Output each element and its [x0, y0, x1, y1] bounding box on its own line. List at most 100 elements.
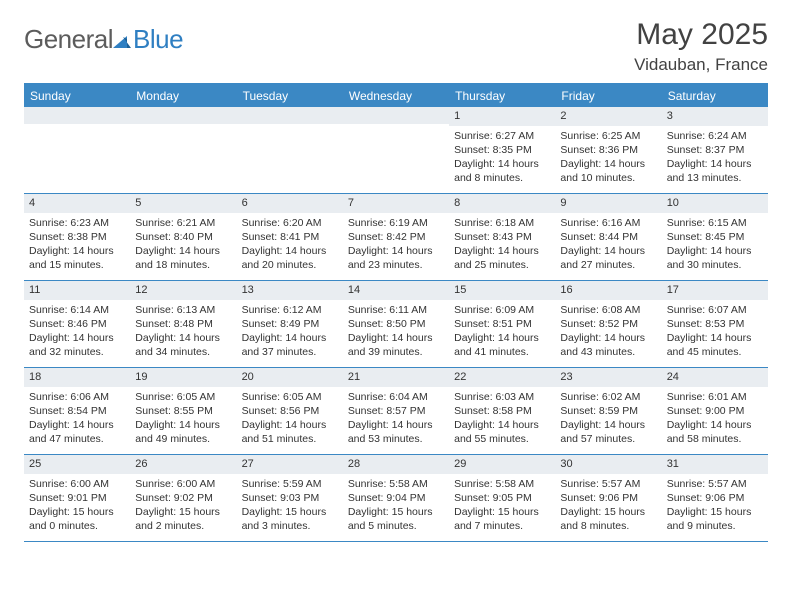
daylight-text: Daylight: 14 hours and 43 minutes. — [560, 331, 656, 359]
sunrise-text: Sunrise: 6:05 AM — [135, 390, 231, 404]
day-cell: 22Sunrise: 6:03 AMSunset: 8:58 PMDayligh… — [449, 368, 555, 454]
day-number: 10 — [662, 194, 768, 213]
day-cell: 10 Sunrise: 6:15 AMSunset: 8:45 PMDayligh… — [662, 194, 768, 280]
sunset-text: Sunset: 8:49 PM — [242, 317, 338, 331]
day-info: Sunrise: 6:01 AMSunset: 9:00 PMDaylight:… — [666, 390, 764, 447]
day-number: 25 — [24, 455, 130, 474]
day-header: Tuesday — [237, 85, 343, 107]
day-info: Sunrise: 6:03 AMSunset: 8:58 PMDaylight:… — [453, 390, 551, 447]
sunrise-text: Sunrise: 6:25 AM — [560, 129, 656, 143]
day-info: Sunrise: 5:57 AMSunset: 9:06 PMDaylight:… — [666, 477, 764, 534]
day-cell: 18Sunrise: 6:06 AMSunset: 8:54 PMDayligh… — [24, 368, 130, 454]
day-number — [343, 107, 449, 124]
sunrise-text: Sunrise: 6:05 AM — [242, 390, 338, 404]
day-cell — [130, 107, 236, 193]
daylight-text: Daylight: 15 hours and 3 minutes. — [242, 505, 338, 533]
day-info: Sunrise: 6:12 AMSunset: 8:49 PMDaylight:… — [241, 303, 339, 360]
day-cell: 15Sunrise: 6:09 AMSunset: 8:51 PMDayligh… — [449, 281, 555, 367]
day-number: 14 — [343, 281, 449, 300]
day-number: 8 — [449, 194, 555, 213]
day-info: Sunrise: 6:21 AMSunset: 8:40 PMDaylight:… — [134, 216, 232, 273]
sunrise-text: Sunrise: 6:20 AM — [242, 216, 338, 230]
sunrise-text: Sunrise: 6:19 AM — [348, 216, 444, 230]
day-cell — [343, 107, 449, 193]
title-block: May 2025 Vidauban, France — [634, 18, 768, 75]
sunrise-text: Sunrise: 6:16 AM — [560, 216, 656, 230]
day-cell: 5Sunrise: 6:21 AMSunset: 8:40 PMDaylight… — [130, 194, 236, 280]
sunrise-text: Sunrise: 6:27 AM — [454, 129, 550, 143]
sunrise-text: Sunrise: 5:57 AM — [667, 477, 763, 491]
sunrise-text: Sunrise: 6:12 AM — [242, 303, 338, 317]
sunset-text: Sunset: 8:46 PM — [29, 317, 125, 331]
day-number: 18 — [24, 368, 130, 387]
day-info: Sunrise: 6:16 AMSunset: 8:44 PMDaylight:… — [559, 216, 657, 273]
daylight-text: Daylight: 15 hours and 8 minutes. — [560, 505, 656, 533]
day-cell: 6Sunrise: 6:20 AMSunset: 8:41 PMDaylight… — [237, 194, 343, 280]
day-number: 15 — [449, 281, 555, 300]
day-number — [130, 107, 236, 124]
week-row: 11Sunrise: 6:14 AMSunset: 8:46 PMDayligh… — [24, 281, 768, 368]
daylight-text: Daylight: 14 hours and 18 minutes. — [135, 244, 231, 272]
daylight-text: Daylight: 14 hours and 15 minutes. — [29, 244, 125, 272]
day-header: Saturday — [662, 85, 768, 107]
daylight-text: Daylight: 14 hours and 41 minutes. — [454, 331, 550, 359]
day-number: 17 — [662, 281, 768, 300]
day-header: Wednesday — [343, 85, 449, 107]
day-info: Sunrise: 6:15 AMSunset: 8:45 PMDaylight:… — [666, 216, 764, 273]
logo-text-blue: Blue — [133, 24, 183, 55]
sunrise-text: Sunrise: 6:24 AM — [667, 129, 763, 143]
week-row: 18Sunrise: 6:06 AMSunset: 8:54 PMDayligh… — [24, 368, 768, 455]
daylight-text: Daylight: 14 hours and 20 minutes. — [242, 244, 338, 272]
daylight-text: Daylight: 14 hours and 13 minutes. — [667, 157, 763, 185]
day-info: Sunrise: 6:24 AMSunset: 8:37 PMDaylight:… — [666, 129, 764, 186]
sunrise-text: Sunrise: 5:58 AM — [348, 477, 444, 491]
daylight-text: Daylight: 14 hours and 57 minutes. — [560, 418, 656, 446]
logo-triangle-icon — [113, 34, 131, 48]
calendar-grid: Sunday Monday Tuesday Wednesday Thursday… — [24, 83, 768, 542]
day-info: Sunrise: 6:27 AMSunset: 8:35 PMDaylight:… — [453, 129, 551, 186]
daylight-text: Daylight: 14 hours and 23 minutes. — [348, 244, 444, 272]
day-number — [237, 107, 343, 124]
day-number: 2 — [555, 107, 661, 126]
daylight-text: Daylight: 14 hours and 34 minutes. — [135, 331, 231, 359]
month-title: May 2025 — [634, 18, 768, 51]
day-cell — [237, 107, 343, 193]
day-info: Sunrise: 6:05 AMSunset: 8:56 PMDaylight:… — [241, 390, 339, 447]
day-cell: 14Sunrise: 6:11 AMSunset: 8:50 PMDayligh… — [343, 281, 449, 367]
daylight-text: Daylight: 15 hours and 9 minutes. — [667, 505, 763, 533]
sunrise-text: Sunrise: 6:18 AM — [454, 216, 550, 230]
day-info: Sunrise: 6:25 AMSunset: 8:36 PMDaylight:… — [559, 129, 657, 186]
daylight-text: Daylight: 14 hours and 45 minutes. — [667, 331, 763, 359]
sunset-text: Sunset: 9:05 PM — [454, 491, 550, 505]
sunset-text: Sunset: 8:55 PM — [135, 404, 231, 418]
day-header: Thursday — [449, 85, 555, 107]
day-info: Sunrise: 5:58 AMSunset: 9:04 PMDaylight:… — [347, 477, 445, 534]
day-info: Sunrise: 5:58 AMSunset: 9:05 PMDaylight:… — [453, 477, 551, 534]
sunset-text: Sunset: 8:53 PM — [667, 317, 763, 331]
sunrise-text: Sunrise: 6:00 AM — [29, 477, 125, 491]
sunset-text: Sunset: 9:02 PM — [135, 491, 231, 505]
day-cell: 29Sunrise: 5:58 AMSunset: 9:05 PMDayligh… — [449, 455, 555, 541]
day-number: 6 — [237, 194, 343, 213]
day-cell: 17 Sunrise: 6:07 AMSunset: 8:53 PMDayligh… — [662, 281, 768, 367]
day-cell: 21Sunrise: 6:04 AMSunset: 8:57 PMDayligh… — [343, 368, 449, 454]
sunset-text: Sunset: 8:37 PM — [667, 143, 763, 157]
sunset-text: Sunset: 8:35 PM — [454, 143, 550, 157]
sunset-text: Sunset: 8:58 PM — [454, 404, 550, 418]
week-row: 1Sunrise: 6:27 AMSunset: 8:35 PMDaylight… — [24, 107, 768, 194]
day-cell: 3Sunrise: 6:24 AMSunset: 8:37 PMDaylight… — [662, 107, 768, 193]
sunset-text: Sunset: 8:56 PM — [242, 404, 338, 418]
day-number: 31 — [662, 455, 768, 474]
daylight-text: Daylight: 15 hours and 0 minutes. — [29, 505, 125, 533]
daylight-text: Daylight: 14 hours and 10 minutes. — [560, 157, 656, 185]
day-number: 28 — [343, 455, 449, 474]
day-cell: 2 Sunrise: 6:25 AMSunset: 8:36 PMDaylight… — [555, 107, 661, 193]
sunrise-text: Sunrise: 6:07 AM — [667, 303, 763, 317]
sunrise-text: Sunrise: 6:15 AM — [667, 216, 763, 230]
day-cell: 25Sunrise: 6:00 AMSunset: 9:01 PMDayligh… — [24, 455, 130, 541]
daylight-text: Daylight: 15 hours and 5 minutes. — [348, 505, 444, 533]
sunrise-text: Sunrise: 6:06 AM — [29, 390, 125, 404]
day-cell: 30Sunrise: 5:57 AMSunset: 9:06 PMDayligh… — [555, 455, 661, 541]
day-info: Sunrise: 6:02 AMSunset: 8:59 PMDaylight:… — [559, 390, 657, 447]
daylight-text: Daylight: 15 hours and 2 minutes. — [135, 505, 231, 533]
